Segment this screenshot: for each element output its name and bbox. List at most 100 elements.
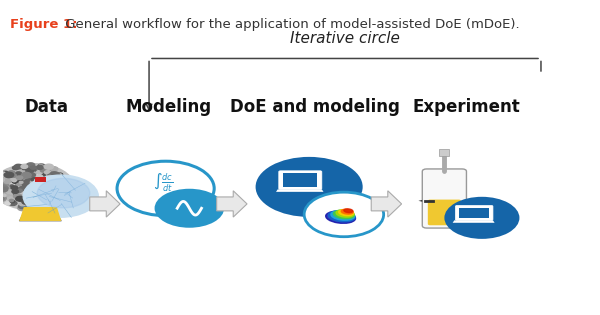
Circle shape	[40, 165, 43, 167]
Circle shape	[52, 179, 59, 183]
Circle shape	[47, 175, 52, 177]
Circle shape	[43, 192, 47, 194]
Circle shape	[56, 177, 60, 179]
Circle shape	[5, 202, 10, 205]
Circle shape	[56, 186, 61, 189]
Circle shape	[32, 172, 36, 175]
Circle shape	[58, 188, 66, 193]
Circle shape	[0, 187, 4, 191]
Circle shape	[0, 196, 6, 201]
Circle shape	[35, 196, 39, 198]
Circle shape	[31, 199, 35, 202]
FancyBboxPatch shape	[422, 169, 466, 228]
Ellipse shape	[331, 210, 355, 220]
Circle shape	[19, 204, 26, 209]
Circle shape	[38, 178, 43, 181]
Circle shape	[46, 169, 53, 172]
Circle shape	[2, 197, 5, 199]
Circle shape	[21, 165, 28, 169]
Bar	[35, 177, 46, 182]
Circle shape	[22, 199, 31, 204]
Circle shape	[20, 203, 26, 206]
Circle shape	[36, 175, 43, 179]
Ellipse shape	[336, 210, 354, 217]
Circle shape	[37, 191, 46, 196]
Circle shape	[4, 184, 10, 187]
Circle shape	[2, 186, 8, 190]
Circle shape	[0, 175, 4, 180]
Circle shape	[62, 190, 67, 192]
Circle shape	[31, 206, 39, 210]
Circle shape	[52, 198, 58, 202]
Bar	[439, 149, 449, 156]
Circle shape	[48, 179, 52, 181]
Circle shape	[10, 200, 14, 203]
Circle shape	[11, 178, 17, 181]
Circle shape	[13, 185, 18, 188]
Circle shape	[10, 185, 14, 187]
Circle shape	[31, 192, 37, 195]
Circle shape	[26, 205, 34, 209]
Circle shape	[29, 169, 37, 174]
Circle shape	[61, 182, 67, 185]
Circle shape	[0, 191, 5, 194]
Text: Figure 1:: Figure 1:	[10, 18, 77, 31]
Circle shape	[16, 198, 24, 203]
Circle shape	[32, 174, 38, 177]
Circle shape	[35, 193, 38, 195]
FancyBboxPatch shape	[455, 205, 493, 220]
Circle shape	[34, 196, 44, 202]
Circle shape	[1, 193, 6, 196]
Circle shape	[0, 173, 4, 175]
Circle shape	[50, 184, 59, 189]
Circle shape	[37, 196, 42, 199]
Circle shape	[58, 174, 62, 176]
Circle shape	[70, 183, 75, 186]
Circle shape	[26, 194, 32, 197]
Circle shape	[19, 186, 26, 191]
Circle shape	[17, 194, 25, 199]
Circle shape	[68, 183, 76, 187]
Circle shape	[54, 196, 63, 201]
Circle shape	[67, 185, 76, 190]
Circle shape	[1, 171, 10, 177]
Circle shape	[9, 201, 17, 205]
Circle shape	[22, 176, 29, 180]
Circle shape	[1, 178, 7, 181]
Circle shape	[10, 173, 13, 175]
Circle shape	[46, 175, 54, 180]
Circle shape	[50, 200, 53, 202]
Circle shape	[16, 176, 23, 180]
FancyBboxPatch shape	[459, 208, 488, 218]
Circle shape	[64, 187, 68, 190]
Circle shape	[0, 164, 74, 210]
Circle shape	[38, 164, 45, 168]
Circle shape	[50, 172, 59, 177]
Circle shape	[2, 192, 9, 196]
Circle shape	[64, 179, 67, 181]
Circle shape	[19, 203, 25, 206]
Circle shape	[23, 188, 30, 192]
Circle shape	[14, 194, 22, 198]
Circle shape	[56, 197, 66, 203]
Circle shape	[5, 196, 12, 200]
Circle shape	[0, 183, 3, 188]
Circle shape	[50, 167, 58, 171]
Circle shape	[44, 171, 49, 174]
Circle shape	[58, 197, 64, 201]
Circle shape	[21, 201, 27, 205]
Circle shape	[22, 180, 32, 185]
Circle shape	[46, 174, 52, 178]
Polygon shape	[19, 207, 61, 221]
Circle shape	[10, 199, 13, 202]
Circle shape	[38, 194, 47, 200]
Circle shape	[23, 175, 98, 217]
Circle shape	[11, 174, 17, 177]
Circle shape	[41, 203, 51, 208]
Circle shape	[67, 188, 71, 190]
Circle shape	[15, 177, 22, 181]
Circle shape	[1, 174, 9, 178]
Circle shape	[304, 192, 383, 237]
Circle shape	[56, 173, 63, 176]
Circle shape	[47, 189, 52, 192]
